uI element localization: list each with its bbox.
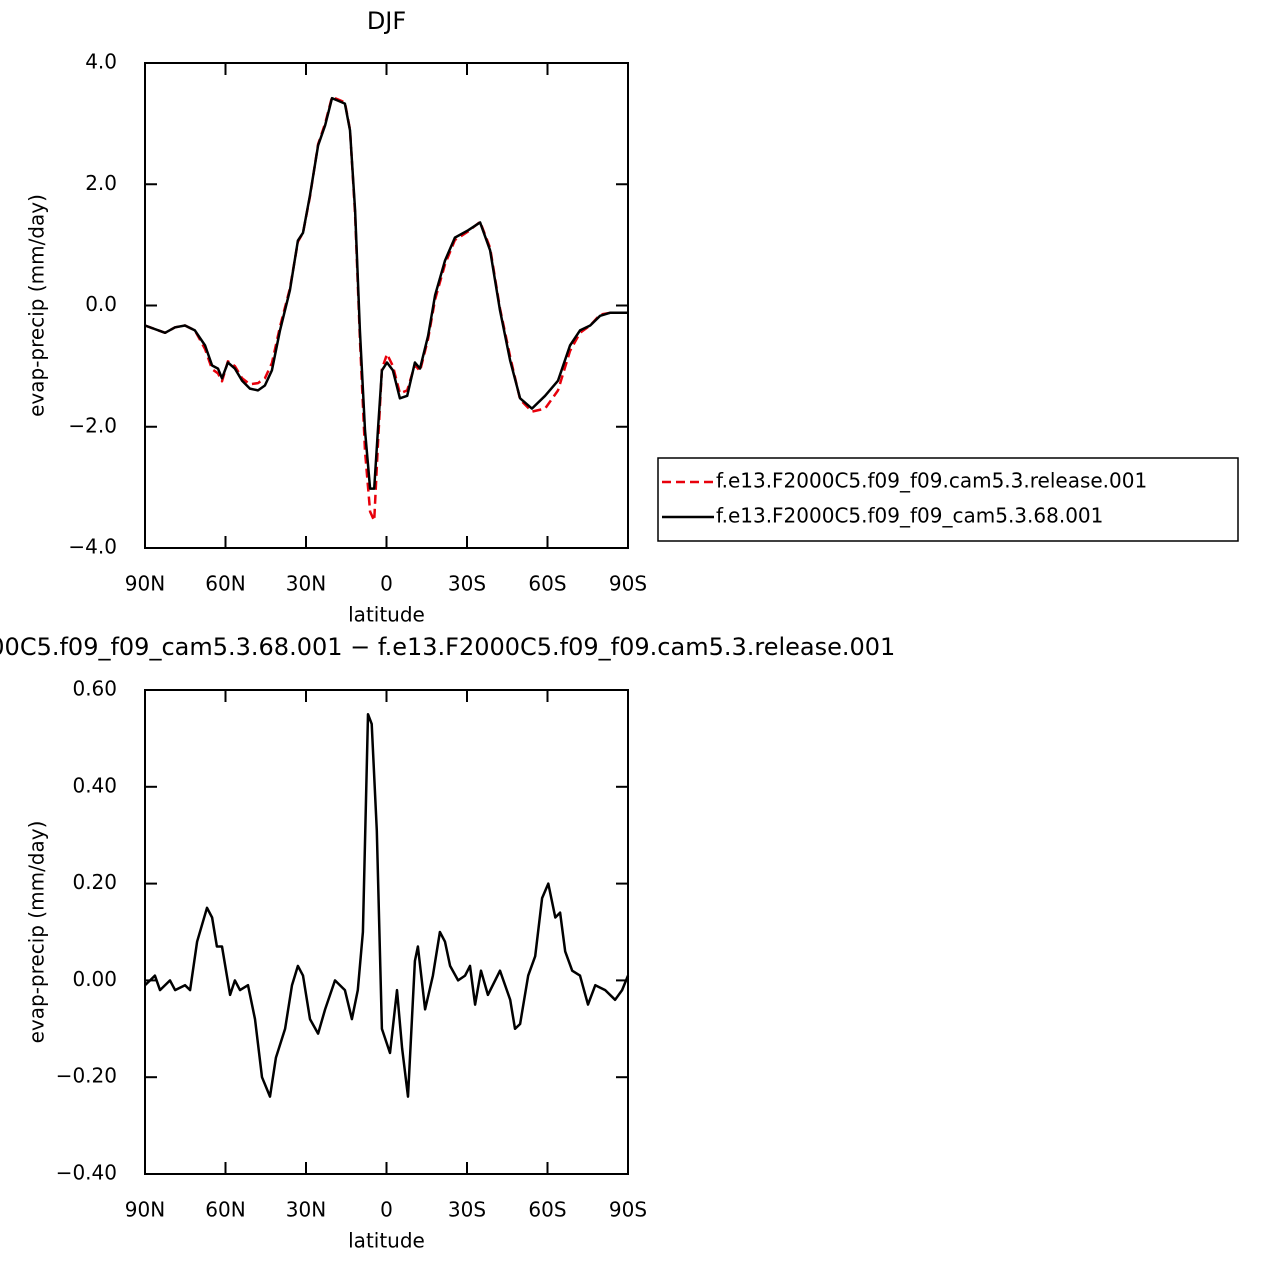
x-tick-label: 30N: [286, 1198, 326, 1222]
y-tick-label: 0.20: [72, 870, 117, 894]
x-axis-label: latitude: [348, 1229, 425, 1253]
x-tick-label: 60S: [528, 1198, 566, 1222]
y-tick-label: −2.0: [68, 413, 117, 437]
x-tick-label: 30N: [286, 572, 326, 596]
y-tick-label: −0.40: [56, 1161, 117, 1185]
data-line: [144, 96, 628, 490]
x-tick-label: 0: [380, 572, 393, 596]
legend-label: f.e13.F2000C5.f09_f09_cam5.3.68.001: [716, 504, 1103, 528]
y-tick-label: 0.60: [72, 677, 117, 701]
x-tick-label: 60N: [205, 1198, 245, 1222]
x-tick-label: 0: [380, 1198, 393, 1222]
y-tick-label: 0.40: [72, 773, 117, 797]
legend-label: f.e13.F2000C5.f09_f09.cam5.3.release.001: [716, 469, 1147, 493]
x-tick-label: 90N: [125, 1198, 165, 1222]
x-tick-label: 90N: [125, 572, 165, 596]
y-tick-label: −0.20: [56, 1064, 117, 1088]
x-tick-label: 90S: [609, 572, 647, 596]
y-tick-label: 4.0: [85, 50, 117, 74]
legend-box: [657, 457, 1239, 542]
chart-title: f.e13.F2000C5.f09_f09_cam5.3.68.001 − f.…: [0, 633, 895, 661]
x-tick-label: 60N: [205, 572, 245, 596]
x-tick-label: 60S: [528, 572, 566, 596]
chart-title: DJF: [367, 7, 406, 35]
y-axis-label: evap-precip (mm/day): [25, 194, 49, 417]
x-tick-label: 30S: [448, 572, 486, 596]
y-axis-label: evap-precip (mm/day): [25, 821, 49, 1044]
y-tick-label: 2.0: [85, 171, 117, 195]
y-tick-label: −4.0: [68, 535, 117, 559]
y-tick-label: 0.0: [85, 292, 117, 316]
y-tick-label: 0.00: [72, 967, 117, 991]
plot-frame: [144, 62, 629, 549]
data-line: [144, 712, 630, 1098]
x-tick-label: 90S: [609, 1198, 647, 1222]
x-axis-label: latitude: [348, 603, 425, 627]
x-tick-label: 30S: [448, 1198, 486, 1222]
data-line: [144, 95, 628, 522]
plot-frame: [144, 689, 629, 1175]
